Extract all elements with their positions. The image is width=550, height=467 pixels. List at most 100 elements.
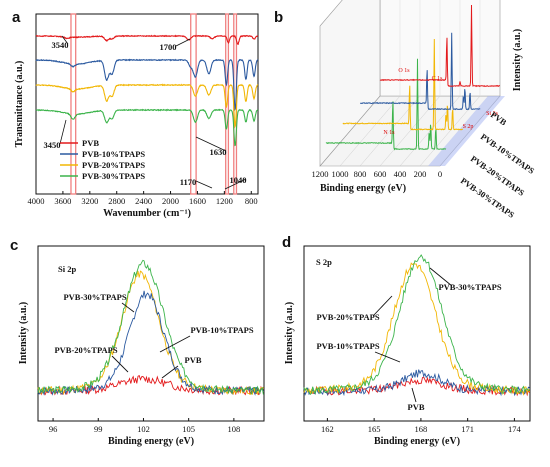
series-line-pvb-10-tpaps (37, 290, 264, 396)
annotation-o-1s: O 1s (398, 68, 410, 74)
b-grid-line (419, 95, 481, 167)
panel-c-annotations: PVB-30%TPAPS PVB-10%TPAPS PVB-20%TPAPS PVB (54, 292, 254, 379)
series-line-pvb (37, 374, 264, 396)
annotation-si-2s: Si 2s (486, 111, 499, 117)
annotation-pvb-20-tpaps: PVB-20%TPAPS (316, 312, 379, 322)
x-tick-label: 108 (227, 424, 240, 434)
annotation-pvb: PVB (185, 355, 202, 365)
panel-c-x-axis-label: Binding energy (eV) (108, 436, 194, 447)
x-tick-label: 2400 (135, 196, 152, 206)
series-line-pvb-10-tpaps (35, 58, 259, 111)
series-line-pvb (379, 4, 500, 88)
panel-a-x-axis-label: Wavenumber (cm⁻¹) (103, 208, 191, 219)
b-grid-line (379, 95, 441, 167)
panel-d-x-axis-label: Binding energy (eV) (374, 436, 460, 447)
legend-label-pvb: PVB (82, 138, 99, 148)
annotation-arrow (429, 267, 453, 287)
panel-c-si2p: Si 2p 96 99 102 105 108 PVB-30%TPAPS PVB-10%T… (18, 245, 265, 447)
annotation-n-1s: N 1s (383, 130, 395, 136)
x-tick-label: 3200 (81, 196, 98, 206)
annotation-arrow (195, 180, 213, 189)
annotation-arrow (224, 178, 247, 190)
panel-b-x-ticks: 1200 1000 800 600 400 200 0 (312, 169, 443, 179)
legend-label-pvb-10-tpaps: PVB-10%TPAPS (82, 149, 145, 159)
highlight-band (70, 13, 77, 195)
panel-d-frame (303, 245, 531, 422)
annotation-1630: 1630 (210, 147, 227, 157)
panel-d-s2p: S 2p 162 165 168 171 174 PVB-30%TPAPS PVB-20%… (284, 245, 531, 447)
series-line-pvb (35, 34, 259, 46)
x-tick-label: 105 (182, 424, 195, 434)
panel-b-series (325, 4, 500, 151)
x-tick-label: 400 (394, 169, 407, 179)
panel-label-c: c (10, 237, 18, 254)
panel-a-y-axis-label: Transmittance (a.u.) (14, 61, 25, 148)
depth-label-pvb: PVB (489, 109, 509, 127)
annotation-pvb-20-tpaps: PVB-20%TPAPS (54, 345, 117, 355)
panel-c-frame (37, 245, 265, 422)
x-tick-label: 3600 (54, 196, 71, 206)
x-tick-label: 2800 (108, 196, 125, 206)
x-tick-label: 0 (438, 169, 442, 179)
annotation-arrow (61, 35, 69, 45)
highlight-band (190, 13, 197, 195)
b-side-wall (319, 0, 381, 167)
panel-d-y-axis-label: Intensity (a.u.) (284, 302, 295, 365)
panel-d-annotations: PVB-30%TPAPS PVB-20%TPAPS PVB-10%TPAPS PVB (316, 267, 502, 412)
annotation-arrow (121, 302, 135, 313)
x-tick-label: 4000 (28, 196, 45, 206)
x-tick-label: 168 (415, 424, 428, 434)
x-tick-label: 99 (94, 424, 103, 434)
annotation-s-2p: S 2p (463, 124, 474, 130)
x-tick-label: 800 (354, 169, 367, 179)
annotation-arrow (175, 38, 191, 47)
series-line-pvb-30-tpaps (303, 254, 530, 396)
annotation-pvb-30-tpaps: PVB-30%TPAPS (438, 282, 501, 292)
annotation-arrow (111, 355, 129, 373)
x-tick-label: 96 (49, 424, 58, 434)
x-tick-label: 2000 (162, 196, 179, 206)
legend-label-pvb-20-tpaps: PVB-20%TPAPS (82, 160, 145, 170)
x-tick-label: 600 (374, 169, 387, 179)
annotation-arrow (159, 335, 191, 353)
x-tick-label: 162 (321, 424, 334, 434)
annotation-arrow (411, 387, 417, 403)
b-grid-line (339, 95, 401, 167)
annotation-arrow (161, 365, 179, 379)
legend-label-pvb-30-tpaps: PVB-30%TPAPS (82, 171, 145, 181)
x-tick-label: 1000 (332, 169, 349, 179)
x-tick-label: 165 (368, 424, 381, 434)
panel-b-y-axis-label: Intensity (a.u.) (512, 29, 523, 92)
panel-d-x-ticks: 162 165 168 171 174 (321, 418, 522, 434)
series-line-pvb-20-tpaps (35, 83, 259, 129)
series-line-pvb-30-tpaps (37, 259, 264, 395)
series-line-pvb-10-tpaps (359, 32, 481, 111)
panel-a-ftir: 4000 3600 3200 2800 2400 2000 1600 1200 800 3540… (14, 13, 259, 219)
annotation-3540: 3540 (52, 40, 69, 50)
panel-a-x-ticks: 4000 3600 3200 2800 2400 2000 1600 1200 800 (28, 191, 258, 206)
panel-b-xps-survey: 1200 1000 800 600 400 200 0 O 1s C 1s N 1s Si 2s S… (312, 0, 537, 220)
annotation-pvb-10-tpaps: PVB-10%TPAPS (316, 341, 379, 351)
annotation-arrow (372, 295, 393, 317)
x-tick-label: 1600 (189, 196, 206, 206)
annotation-1040: 1040 (230, 175, 247, 185)
panel-label-d: d (282, 234, 291, 251)
panel-c-series (37, 259, 264, 396)
panel-c-title: Si 2p (58, 264, 76, 274)
x-tick-label: 102 (137, 424, 150, 434)
panel-c-x-ticks: 96 99 102 105 108 (49, 418, 240, 434)
annotation-arrow (374, 351, 401, 363)
annotation-1170: 1170 (180, 177, 197, 187)
panel-b-3d-frame (319, 0, 505, 167)
annotation-arrow (195, 136, 227, 152)
annotation-pvb: PVB (408, 402, 425, 412)
x-tick-label: 171 (461, 424, 474, 434)
x-tick-label: 200 (414, 169, 427, 179)
x-tick-label: 1200 (216, 196, 233, 206)
annotation-arrow (59, 119, 67, 145)
annotation-pvb-30-tpaps: PVB-30%TPAPS (63, 292, 126, 302)
panel-c-y-axis-label: Intensity (a.u.) (18, 302, 29, 365)
annotation-pvb-10-tpaps: PVB-10%TPAPS (190, 325, 253, 335)
panel-a-frame (35, 13, 259, 195)
